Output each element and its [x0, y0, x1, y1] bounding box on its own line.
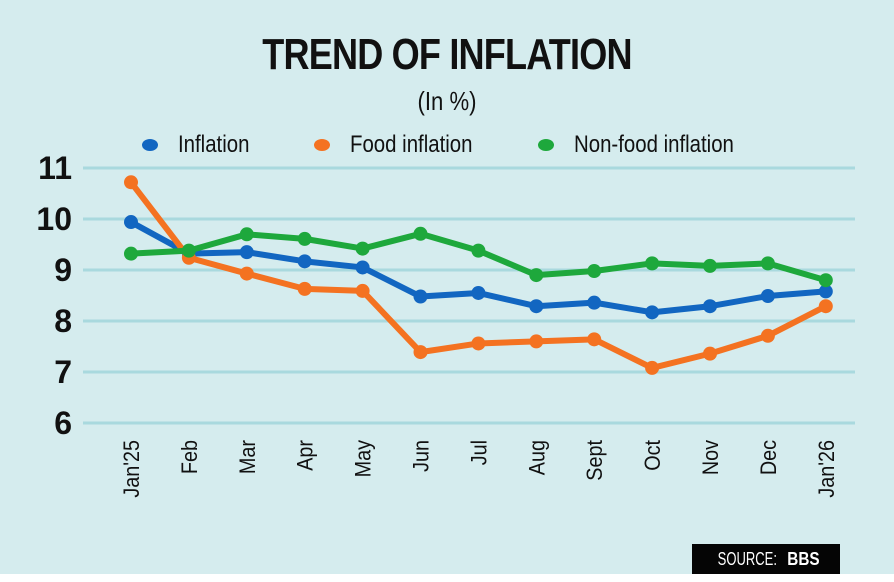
- data-point: [645, 305, 660, 320]
- x-tick-label: Oct: [641, 440, 665, 471]
- data-point: [818, 273, 833, 288]
- data-point: [181, 243, 196, 258]
- x-tick-label: Jun: [410, 440, 434, 472]
- data-point: [587, 295, 602, 310]
- legend-marker-icon: [142, 139, 158, 151]
- data-point: [124, 175, 138, 190]
- x-tick-label: Jul: [467, 440, 491, 465]
- data-point: [760, 328, 775, 343]
- chart-title: TREND OF INFLATION: [262, 30, 632, 79]
- gridlines: [83, 166, 855, 425]
- data-point: [239, 266, 254, 281]
- data-point: [703, 258, 717, 273]
- legend-label: Food inflation: [350, 131, 473, 158]
- legend-label: Non-food inflation: [574, 131, 734, 158]
- data-point: [818, 284, 833, 299]
- y-axis-ticks: 6 7 8 9 10 11: [36, 150, 72, 441]
- data-point: [355, 260, 370, 275]
- data-point: [703, 299, 717, 314]
- x-tick-label: May: [352, 439, 376, 477]
- series-inflation: [124, 215, 833, 320]
- data-point: [297, 231, 312, 246]
- x-tick-label: Sept: [583, 440, 607, 481]
- legend-item-food-inflation: Food inflation: [314, 128, 494, 162]
- data-point: [355, 283, 370, 298]
- data-point: [297, 281, 312, 296]
- x-axis-ticks: Jan'25 Feb Mar Apr May Jun Jul Aug Sept Oct Nov Dec…: [120, 439, 839, 497]
- x-tick-label: Feb: [178, 440, 202, 474]
- data-point: [760, 256, 775, 271]
- data-point: [124, 215, 138, 230]
- series-food-inflation: [124, 175, 833, 375]
- data-point: [239, 227, 254, 242]
- data-point: [645, 360, 660, 375]
- source-name: BBS: [787, 548, 820, 569]
- data-point: [760, 289, 775, 304]
- chart-subtitle: (In %): [417, 86, 477, 116]
- data-point: [413, 226, 428, 241]
- legend-item-non-food-inflation: Non-food inflation: [538, 128, 762, 162]
- data-point: [471, 336, 486, 351]
- legend-item-inflation: Inflation: [142, 128, 262, 162]
- data-point: [645, 256, 660, 271]
- data-point: [471, 243, 486, 258]
- y-tick-label: 6: [54, 405, 72, 441]
- data-point: [297, 254, 312, 269]
- data-point: [239, 245, 254, 260]
- series-non-food-inflation: [124, 226, 833, 288]
- x-tick-label: Apr: [294, 440, 318, 471]
- data-point: [703, 346, 717, 361]
- data-point: [529, 299, 544, 314]
- data-point: [818, 299, 833, 314]
- x-tick-label: Dec: [757, 440, 781, 475]
- data-point: [587, 332, 602, 347]
- y-tick-label: 10: [36, 201, 72, 237]
- x-tick-label: Nov: [699, 439, 723, 475]
- legend-label: Inflation: [178, 131, 250, 158]
- data-point: [587, 264, 602, 279]
- legend: Inflation Food inflation Non-food inflat…: [0, 128, 894, 162]
- y-tick-label: 8: [54, 303, 72, 339]
- x-tick-label: Aug: [525, 440, 549, 475]
- legend-marker-icon: [314, 139, 330, 151]
- y-tick-label: 11: [38, 150, 72, 186]
- series-lines: [124, 175, 833, 375]
- data-point: [413, 345, 428, 360]
- data-point: [355, 241, 370, 256]
- x-tick-label: Mar: [236, 440, 260, 474]
- y-tick-label: 7: [54, 354, 72, 390]
- x-tick-label: Jan'25: [120, 440, 144, 498]
- legend-marker-icon: [538, 139, 554, 151]
- data-point: [529, 268, 544, 283]
- y-tick-label: 9: [54, 252, 72, 288]
- data-point: [529, 334, 544, 349]
- data-point: [471, 285, 486, 300]
- data-point: [124, 246, 138, 261]
- data-point: [413, 289, 428, 304]
- source-credit: SOURCE: BBS: [692, 544, 840, 574]
- source-label: SOURCE:: [717, 548, 777, 569]
- x-tick-label: Jan'26: [815, 440, 839, 498]
